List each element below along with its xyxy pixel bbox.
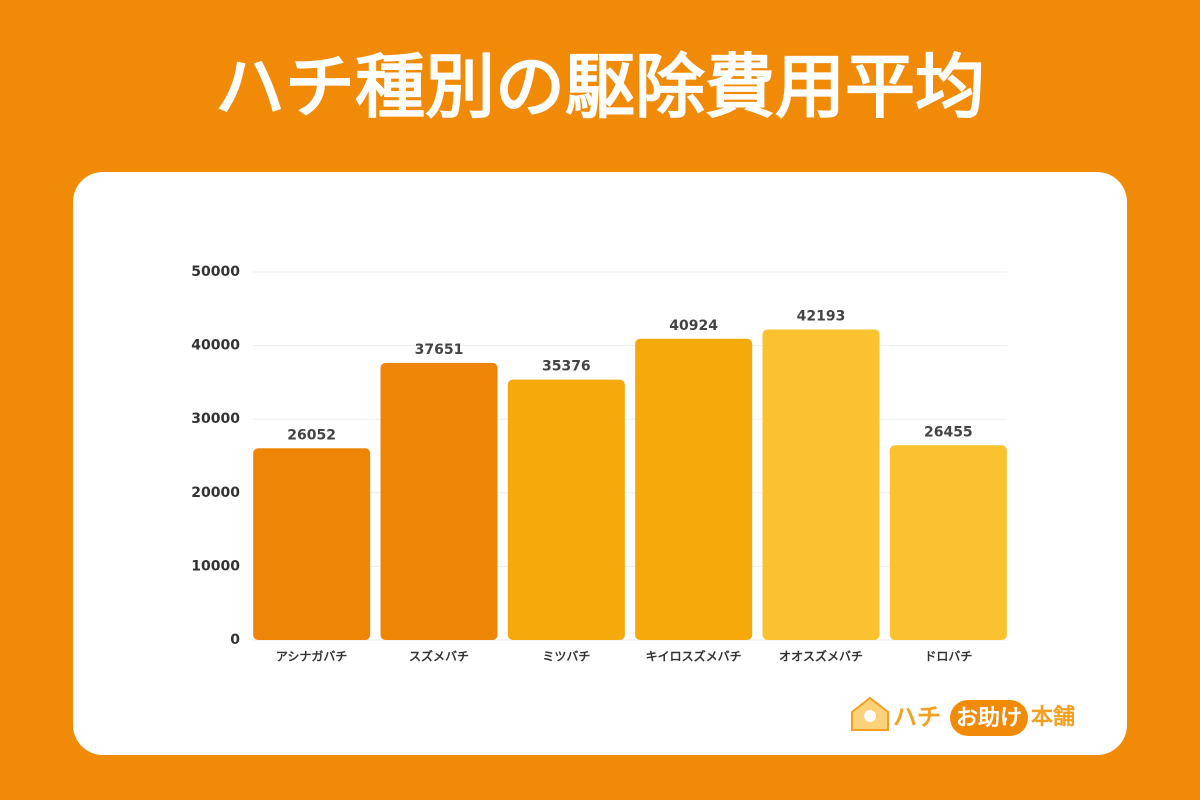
y-tick-label: 30000 xyxy=(191,411,240,427)
x-tick-label: キイロスズメバチ xyxy=(646,649,742,664)
y-tick-label: 0 xyxy=(230,632,240,648)
value-label: 26052 xyxy=(287,427,336,443)
logo-text: 本舗 xyxy=(1031,704,1075,730)
y-tick-label: 10000 xyxy=(191,558,240,574)
value-label: 26455 xyxy=(924,424,973,440)
bar xyxy=(762,329,880,640)
x-tick-label: ドロバチ xyxy=(924,650,972,664)
chart-title: ハチ種別の駆除費用平均 xyxy=(215,46,985,128)
y-tick-label: 20000 xyxy=(191,485,240,501)
value-label: 40924 xyxy=(669,318,718,334)
x-tick-label: ミツバチ xyxy=(542,650,590,664)
logo-text: ハチ xyxy=(893,703,941,731)
x-tick-label: アシナガバチ xyxy=(276,649,348,664)
y-tick-label: 40000 xyxy=(191,338,240,354)
value-label: 35376 xyxy=(542,359,591,375)
bar xyxy=(507,379,625,640)
bar xyxy=(635,338,753,640)
bar xyxy=(253,448,371,640)
value-label: 37651 xyxy=(415,342,464,358)
logo-badge xyxy=(950,700,1028,736)
y-tick-label: 50000 xyxy=(191,264,240,280)
bar xyxy=(380,362,498,640)
logo-text: お助け xyxy=(956,706,1022,731)
bar xyxy=(889,445,1007,640)
x-tick-label: オオスズメバチ xyxy=(779,649,863,664)
value-label: 42193 xyxy=(797,308,846,324)
x-tick-label: スズメバチ xyxy=(409,649,469,664)
logo: ハチ お助け 本舗 xyxy=(851,696,1075,736)
logo-face xyxy=(864,710,876,722)
